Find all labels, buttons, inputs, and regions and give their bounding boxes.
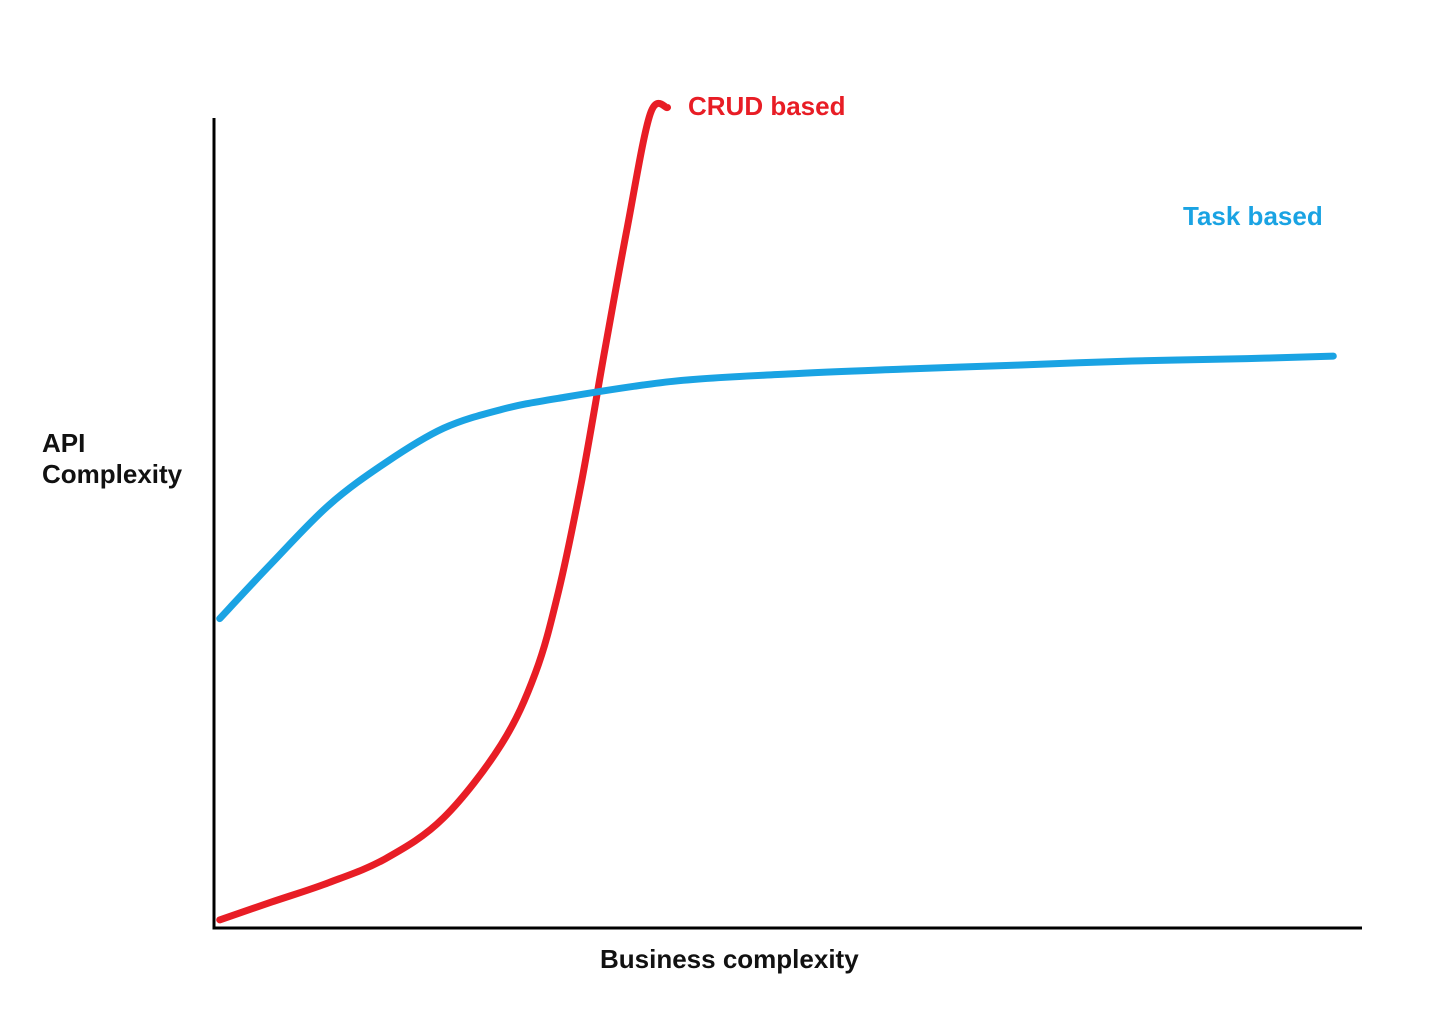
series-layer xyxy=(216,99,1337,924)
y-axis-label: API Complexity xyxy=(42,428,212,490)
series-label-crud: CRUD based xyxy=(688,91,846,121)
series-line-crud xyxy=(216,99,671,924)
x-axis-label: Business complexity xyxy=(600,944,859,974)
series-label-task: Task based xyxy=(1183,201,1323,231)
series-line-task xyxy=(216,352,1337,623)
y-axis-label-line-1: API xyxy=(42,428,86,458)
axes xyxy=(212,118,1362,930)
y-axis-label-line-2: Complexity xyxy=(42,459,183,489)
